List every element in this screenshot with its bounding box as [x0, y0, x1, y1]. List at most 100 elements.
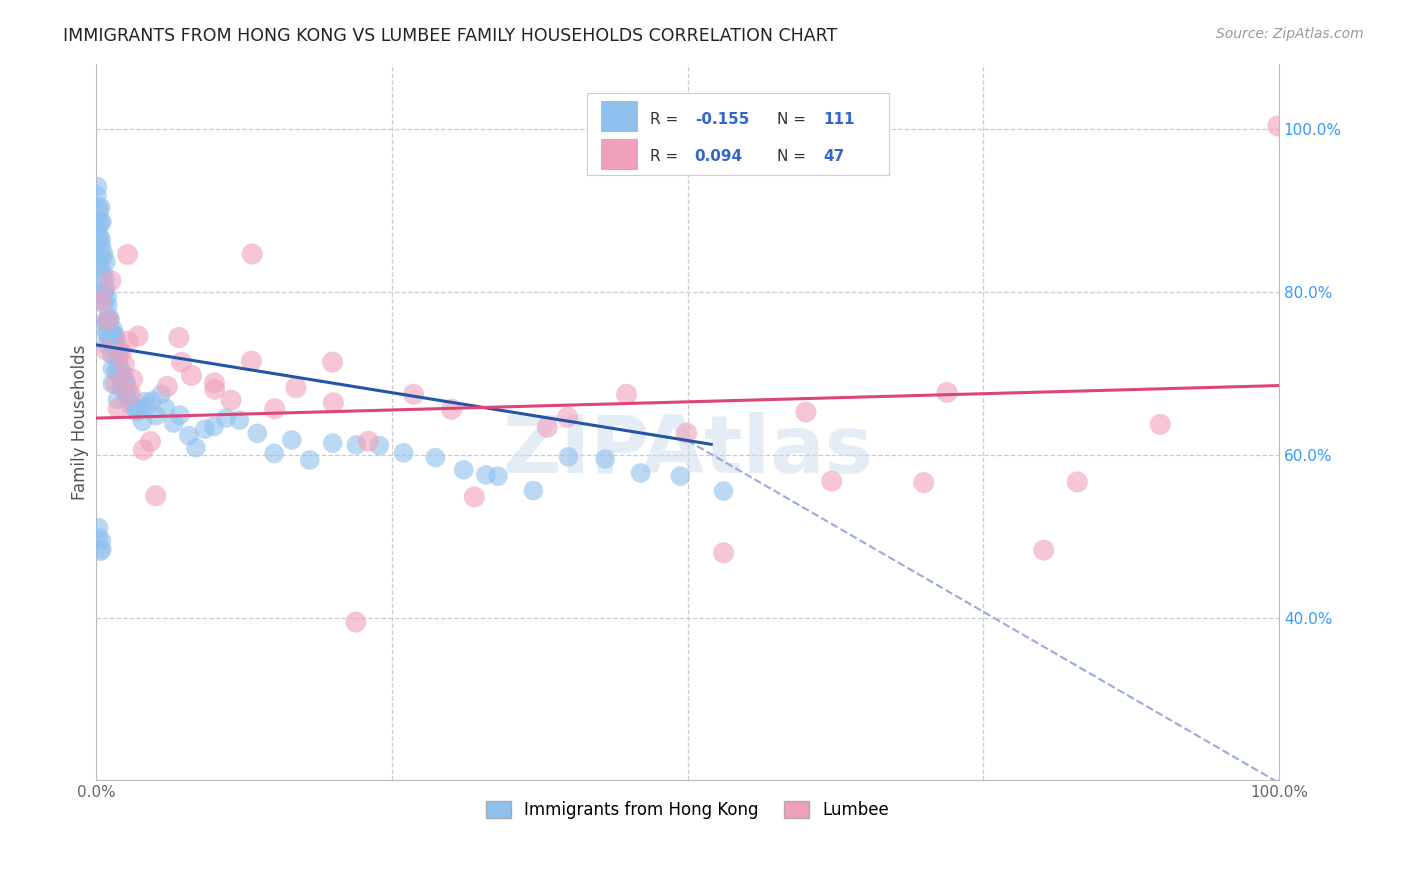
Point	[713, 546, 735, 560]
Text: 0.094: 0.094	[695, 150, 742, 164]
Point	[94, 280, 117, 294]
Point	[87, 255, 110, 269]
Point	[522, 483, 544, 498]
Point	[94, 314, 117, 328]
Point	[117, 334, 139, 348]
Text: ZIPAtlas: ZIPAtlas	[502, 412, 873, 490]
Point	[118, 386, 141, 401]
Point	[344, 615, 367, 629]
Point	[402, 387, 425, 401]
Point	[98, 313, 121, 327]
Point	[1032, 543, 1054, 558]
Point	[108, 359, 131, 373]
Point	[215, 411, 238, 425]
Point	[93, 287, 115, 301]
Legend: Immigrants from Hong Kong, Lumbee: Immigrants from Hong Kong, Lumbee	[479, 794, 896, 826]
Point	[96, 325, 118, 339]
Point	[169, 408, 191, 422]
Point	[108, 347, 131, 361]
Point	[97, 313, 120, 327]
Point	[101, 326, 124, 341]
Point	[114, 384, 136, 399]
Point	[96, 290, 118, 304]
Point	[101, 361, 124, 376]
Point	[240, 354, 263, 368]
Point	[246, 426, 269, 441]
Point	[453, 463, 475, 477]
Text: Source: ZipAtlas.com: Source: ZipAtlas.com	[1216, 27, 1364, 41]
Point	[120, 398, 142, 412]
Text: R =: R =	[650, 150, 683, 164]
Point	[630, 466, 652, 480]
Text: IMMIGRANTS FROM HONG KONG VS LUMBEE FAMILY HOUSEHOLDS CORRELATION CHART: IMMIGRANTS FROM HONG KONG VS LUMBEE FAMI…	[63, 27, 838, 45]
Point	[87, 200, 110, 214]
Point	[163, 416, 186, 430]
Point	[1149, 417, 1171, 432]
Point	[713, 483, 735, 498]
Point	[108, 343, 131, 358]
Point	[557, 450, 579, 464]
Point	[120, 387, 142, 401]
Point	[124, 401, 146, 415]
Point	[90, 215, 112, 229]
Point	[87, 530, 110, 544]
Text: R =: R =	[650, 112, 683, 127]
Point	[98, 311, 121, 326]
Point	[440, 402, 463, 417]
Point	[240, 247, 263, 261]
Text: N =: N =	[778, 112, 811, 127]
Point	[127, 329, 149, 343]
Point	[322, 436, 344, 450]
Point	[107, 350, 129, 364]
Point	[90, 200, 112, 214]
Point	[111, 377, 134, 392]
Point	[593, 452, 616, 467]
Point	[101, 376, 124, 391]
Point	[128, 403, 150, 417]
Point	[103, 323, 125, 337]
Point	[557, 410, 579, 425]
Point	[104, 329, 127, 343]
Point	[104, 376, 127, 391]
Point	[100, 334, 122, 348]
Text: N =: N =	[778, 150, 811, 164]
Point	[89, 544, 111, 558]
Point	[105, 342, 128, 356]
Point	[90, 216, 112, 230]
Point	[150, 387, 173, 401]
Point	[131, 414, 153, 428]
Point	[100, 348, 122, 362]
Point	[180, 368, 202, 383]
Point	[263, 401, 285, 416]
Point	[263, 446, 285, 460]
Point	[93, 272, 115, 286]
FancyBboxPatch shape	[588, 93, 889, 175]
Point	[1066, 475, 1088, 489]
Point	[94, 254, 117, 268]
Point	[107, 359, 129, 373]
Point	[145, 409, 167, 423]
Point	[912, 475, 935, 490]
Point	[344, 438, 367, 452]
Point	[669, 469, 692, 483]
Y-axis label: Family Households: Family Households	[72, 344, 89, 500]
Point	[96, 317, 118, 331]
Point	[107, 401, 129, 416]
Point	[219, 393, 242, 408]
Point	[167, 330, 190, 344]
Point	[87, 223, 110, 237]
Point	[110, 380, 132, 394]
Point	[107, 392, 129, 407]
Point	[392, 446, 415, 460]
Point	[204, 382, 226, 396]
Point	[425, 450, 447, 465]
Point	[114, 376, 136, 390]
Point	[475, 467, 498, 482]
Point	[90, 533, 112, 548]
Point	[93, 285, 115, 299]
Point	[115, 376, 138, 391]
Point	[112, 376, 135, 391]
Point	[87, 235, 110, 250]
Point	[93, 246, 115, 260]
Point	[90, 289, 112, 303]
